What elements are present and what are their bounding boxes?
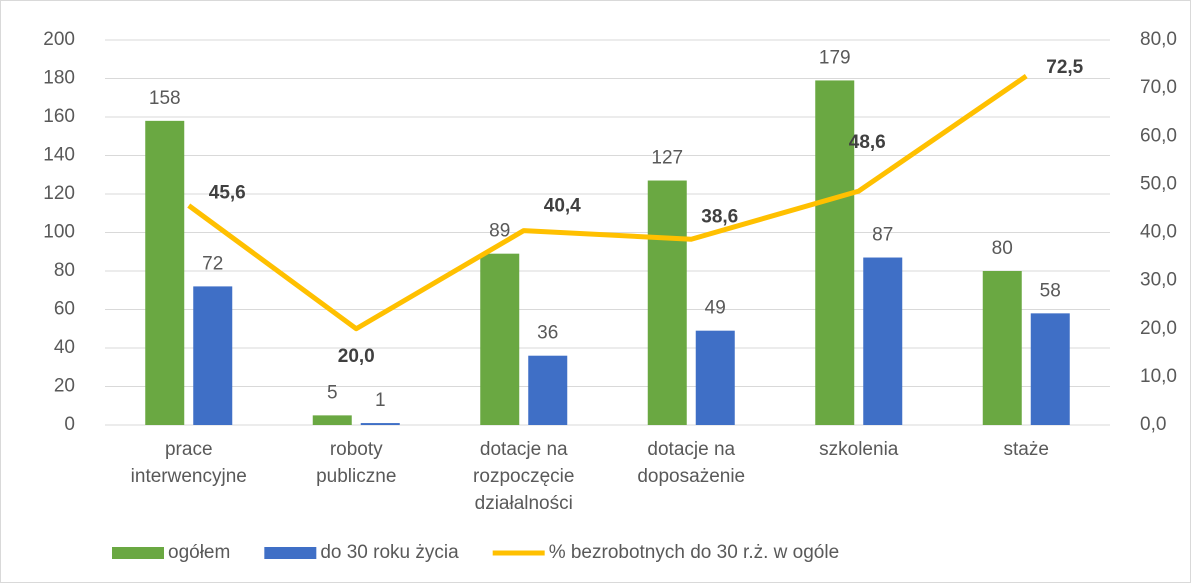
y2-tick-label: 10,0 bbox=[1140, 366, 1177, 387]
y2-tick-label: 30,0 bbox=[1140, 270, 1177, 291]
y-tick-label: 80 bbox=[54, 260, 75, 281]
bar bbox=[815, 80, 855, 426]
y-tick-label: 160 bbox=[43, 106, 75, 127]
bar-value-label: 58 bbox=[1040, 280, 1061, 301]
line-value-label: 48,6 bbox=[849, 132, 886, 153]
bar bbox=[528, 355, 568, 425]
bar-value-label: 127 bbox=[651, 148, 683, 169]
bar bbox=[647, 180, 687, 425]
y2-tick-label: 70,0 bbox=[1140, 77, 1177, 98]
bar bbox=[193, 286, 233, 425]
bar-value-label: 179 bbox=[819, 47, 851, 68]
line-series bbox=[187, 74, 1028, 332]
bar-value-label: 80 bbox=[992, 238, 1013, 259]
line-value-label: 72,5 bbox=[1046, 57, 1083, 78]
bar-value-label: 1 bbox=[375, 390, 386, 411]
y2-tick-label: 20,0 bbox=[1140, 318, 1177, 339]
legend-label: % bezrobotnych do 30 r.ż. w ogóle bbox=[549, 542, 839, 563]
y2-tick-label: 0,0 bbox=[1140, 414, 1166, 435]
bar-value-label: 87 bbox=[872, 225, 893, 246]
line-value-label: 20,0 bbox=[338, 346, 375, 367]
y-tick-label: 120 bbox=[43, 183, 75, 204]
bar-value-label: 5 bbox=[327, 382, 338, 403]
bar bbox=[863, 257, 903, 425]
y-tick-label: 140 bbox=[43, 145, 75, 166]
bar-value-label: 158 bbox=[149, 88, 181, 109]
y-tick-label: 100 bbox=[43, 222, 75, 243]
y-tick-label: 40 bbox=[54, 337, 75, 358]
x-tick-label: szkolenia bbox=[819, 439, 899, 460]
legend-swatch bbox=[264, 547, 317, 559]
y-tick-label: 0 bbox=[64, 414, 75, 435]
y2-tick-label: 40,0 bbox=[1140, 222, 1177, 243]
y-tick-label: 200 bbox=[43, 29, 75, 50]
bar bbox=[312, 415, 352, 425]
bar-value-label: 89 bbox=[489, 221, 510, 242]
line-value-label: 40,4 bbox=[544, 196, 581, 217]
bar bbox=[1030, 313, 1070, 425]
line-value-label: 45,6 bbox=[209, 183, 246, 204]
x-tick-label: roboty publiczne bbox=[316, 439, 396, 487]
x-tick-label: prace interwencyjne bbox=[131, 439, 247, 487]
legend-swatch bbox=[112, 547, 164, 559]
bar bbox=[982, 271, 1022, 425]
bar-value-label: 49 bbox=[705, 298, 726, 319]
legend-label: ogółem bbox=[168, 542, 230, 563]
y-tick-label: 60 bbox=[54, 299, 75, 320]
bar-value-label: 72 bbox=[202, 253, 223, 274]
bar bbox=[695, 330, 735, 425]
bar-value-label: 36 bbox=[537, 323, 558, 344]
y2-tick-label: 60,0 bbox=[1140, 125, 1177, 146]
y-tick-label: 180 bbox=[43, 68, 75, 89]
x-tick-label: dotacje na doposażenie bbox=[637, 439, 745, 487]
y2-tick-label: 80,0 bbox=[1140, 29, 1177, 50]
x-tick-label: staże bbox=[1004, 439, 1049, 460]
y2-tick-label: 50,0 bbox=[1140, 173, 1177, 194]
y-tick-label: 20 bbox=[54, 376, 75, 397]
bar bbox=[480, 253, 520, 425]
legend-label: do 30 roku życia bbox=[320, 542, 459, 563]
bar bbox=[360, 423, 400, 425]
bar bbox=[145, 120, 185, 425]
line-value-label: 38,6 bbox=[701, 206, 738, 227]
x-tick-label: dotacje na rozpoczęcie działalności bbox=[473, 439, 574, 514]
